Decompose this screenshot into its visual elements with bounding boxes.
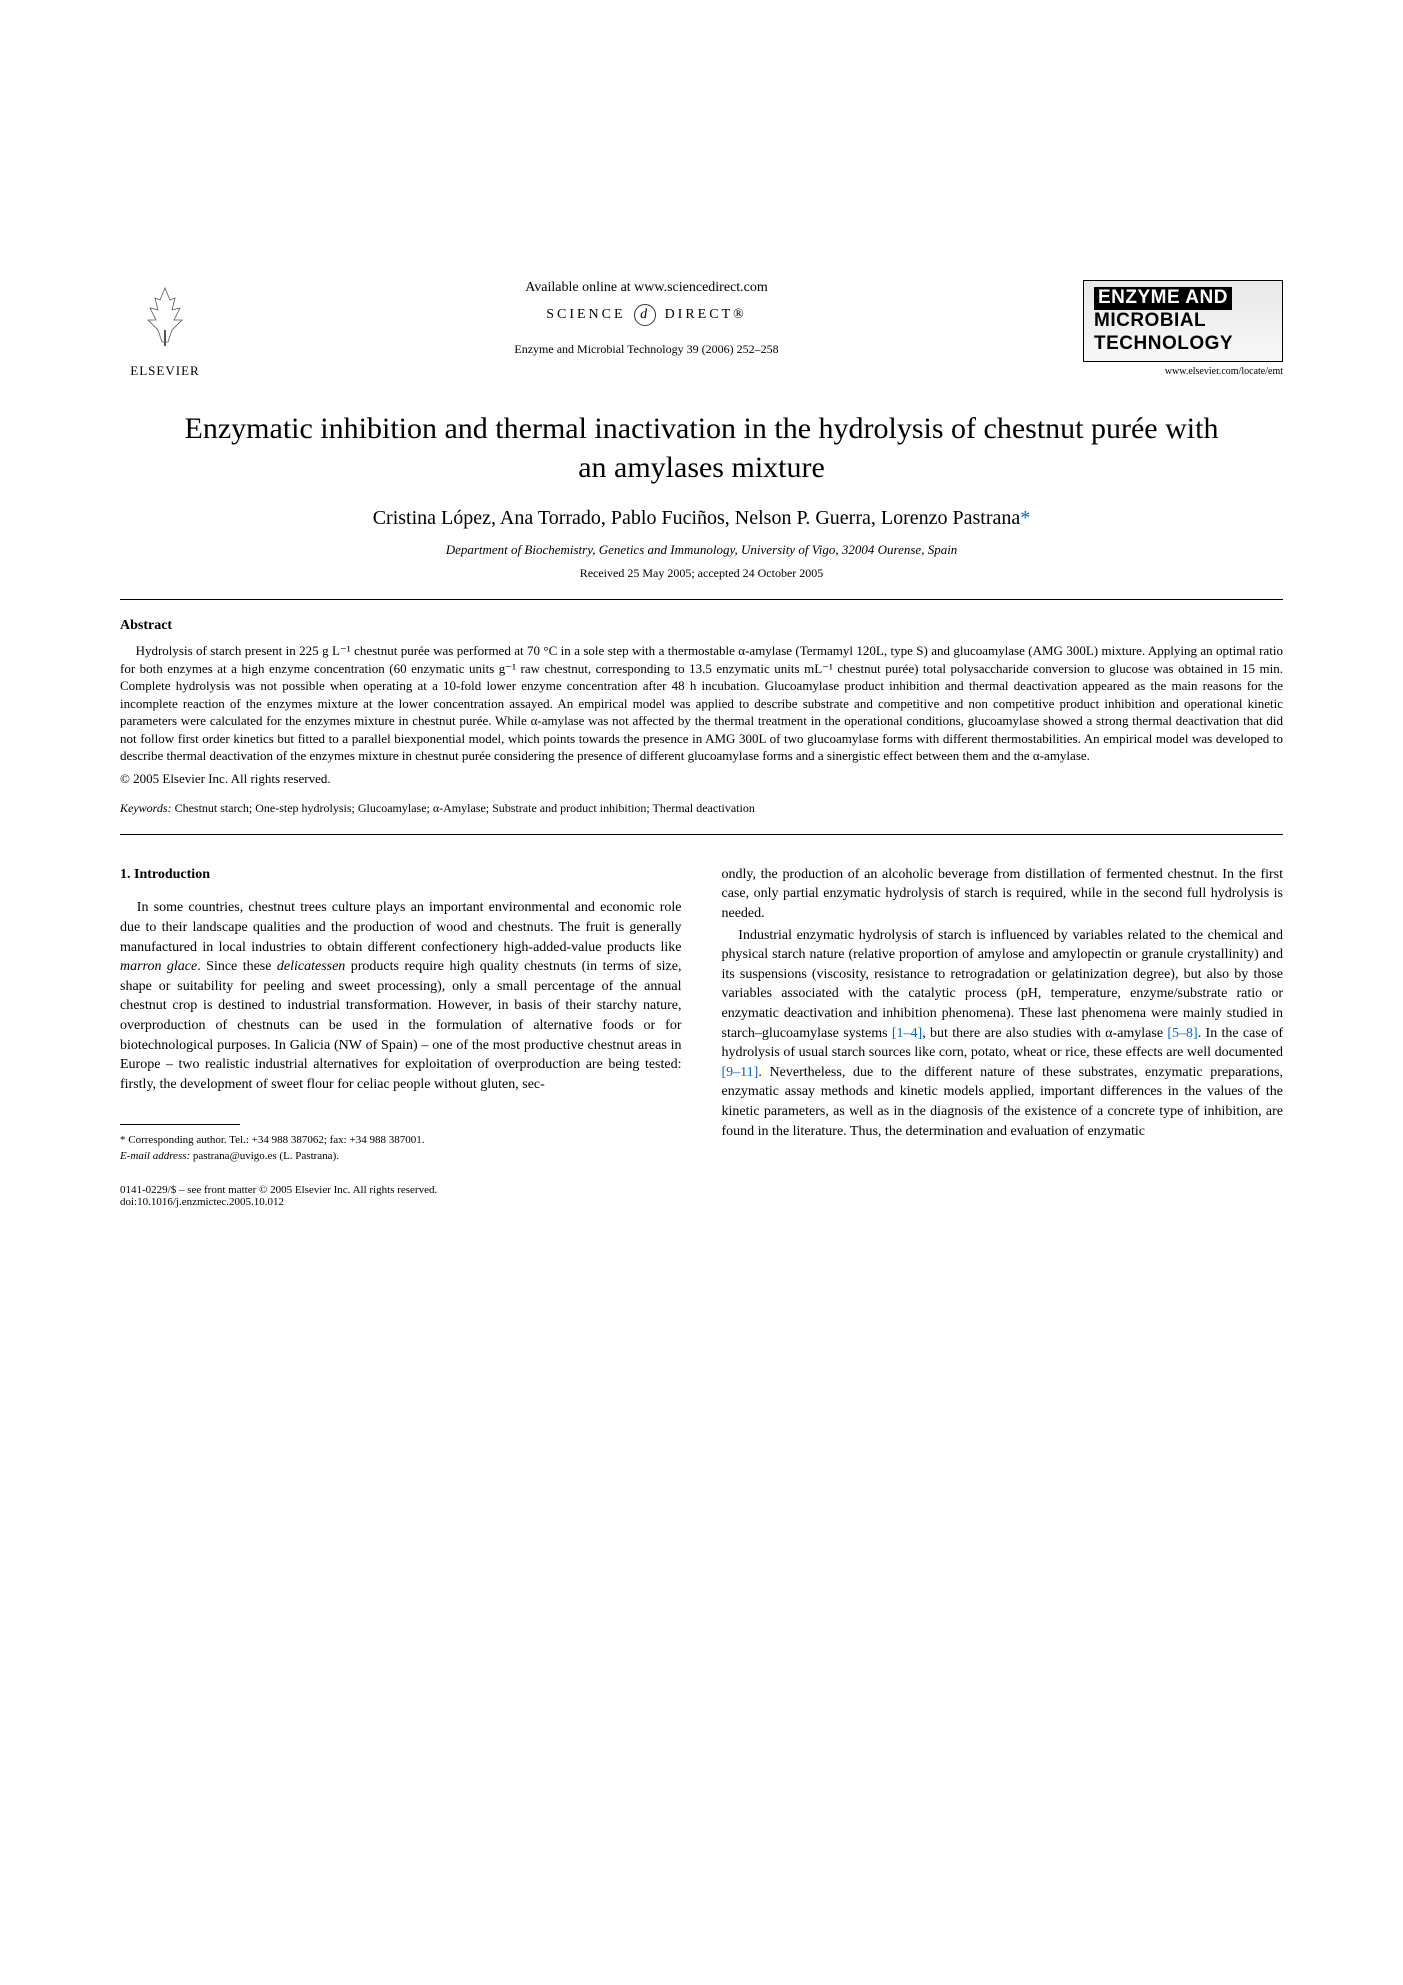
- front-matter-line: 0141-0229/$ – see front matter © 2005 El…: [120, 1184, 1283, 1196]
- header-row: ELSEVIER Available online at www.science…: [120, 280, 1283, 379]
- left-column: 1. Introduction In some countries, chest…: [120, 865, 682, 1164]
- available-online-text: Available online at www.sciencedirect.co…: [230, 280, 1063, 296]
- intro-paragraph-1: In some countries, chestnut trees cultur…: [120, 898, 682, 1094]
- bottom-meta: 0141-0229/$ – see front matter © 2005 El…: [120, 1184, 1283, 1208]
- footnote-separator: [120, 1124, 240, 1125]
- abstract-text: Hydrolysis of starch present in 225 g L⁻…: [120, 642, 1283, 765]
- section-1-heading: 1. Introduction: [120, 865, 682, 885]
- journal-citation: Enzyme and Microbial Technology 39 (2006…: [230, 342, 1063, 357]
- elsevier-tree-icon: [120, 280, 210, 359]
- copyright-line: © 2005 Elsevier Inc. All rights reserved…: [120, 771, 1283, 787]
- center-header: Available online at www.sciencedirect.co…: [210, 280, 1083, 357]
- footnote-corr: * Corresponding author. Tel.: +34 988 38…: [120, 1133, 682, 1148]
- page-container: ELSEVIER Available online at www.science…: [0, 0, 1403, 1268]
- ref-1-4[interactable]: [1–4]: [892, 1026, 922, 1041]
- journal-logo-block: ENZYME AND MICROBIAL TECHNOLOGY www.else…: [1083, 280, 1283, 377]
- elsevier-logo-block: ELSEVIER: [120, 280, 210, 379]
- elsevier-label: ELSEVIER: [120, 363, 210, 379]
- corresponding-footnote: * Corresponding author. Tel.: +34 988 38…: [120, 1133, 682, 1164]
- footnote-email-line: E-mail address: pastrana@uvigo.es (L. Pa…: [120, 1149, 682, 1164]
- affiliation: Department of Biochemistry, Genetics and…: [120, 542, 1283, 558]
- sd-prefix: SCIENCE: [546, 307, 625, 322]
- keywords-line: Keywords: Chestnut starch; One-step hydr…: [120, 801, 1283, 816]
- intro-paragraph-2a: ondly, the production of an alcoholic be…: [722, 865, 1284, 924]
- ref-9-11[interactable]: [9–11]: [722, 1065, 759, 1080]
- corresponding-marker[interactable]: *: [1020, 507, 1030, 529]
- separator-bottom: [120, 834, 1283, 835]
- doi-line: doi:10.1016/j.enzmictec.2005.10.012: [120, 1196, 1283, 1208]
- authors-line: Cristina López, Ana Torrado, Pablo Fuciñ…: [120, 507, 1283, 530]
- email-label: E-mail address:: [120, 1150, 190, 1162]
- ref-5-8[interactable]: [5–8]: [1167, 1026, 1197, 1041]
- sd-suffix: DIRECT®: [665, 307, 747, 322]
- body-columns: 1. Introduction In some countries, chest…: [120, 865, 1283, 1164]
- journal-line3: TECHNOLOGY: [1094, 333, 1233, 354]
- authors-names: Cristina López, Ana Torrado, Pablo Fuciñ…: [373, 507, 1021, 529]
- article-dates: Received 25 May 2005; accepted 24 Octobe…: [120, 566, 1283, 581]
- journal-box-title: ENZYME AND MICROBIAL TECHNOLOGY: [1094, 287, 1272, 355]
- keywords-text: Chestnut starch; One-step hydrolysis; Gl…: [172, 801, 755, 815]
- keywords-label: Keywords:: [120, 801, 172, 815]
- journal-line2: MICROBIAL: [1094, 310, 1206, 331]
- article-title: Enzymatic inhibition and thermal inactiv…: [180, 409, 1223, 487]
- journal-line1: ENZYME AND: [1094, 287, 1232, 310]
- intro-paragraph-2b: Industrial enzymatic hydrolysis of starc…: [722, 926, 1284, 1142]
- sciencedirect-logo: SCIENCE d DIRECT®: [230, 304, 1063, 326]
- sd-d-icon: d: [634, 304, 656, 326]
- separator-top: [120, 599, 1283, 600]
- right-column: ondly, the production of an alcoholic be…: [722, 865, 1284, 1164]
- journal-title-box: ENZYME AND MICROBIAL TECHNOLOGY: [1083, 280, 1283, 362]
- email-value: pastrana@uvigo.es (L. Pastrana).: [190, 1150, 339, 1162]
- abstract-heading: Abstract: [120, 618, 1283, 634]
- journal-url: www.elsevier.com/locate/emt: [1083, 366, 1283, 377]
